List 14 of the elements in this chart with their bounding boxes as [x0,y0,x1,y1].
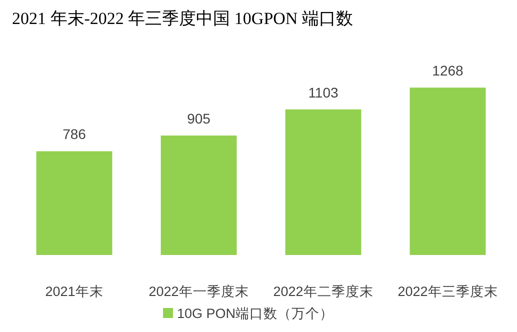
bar [160,136,237,255]
data-label: 1268 [432,62,464,79]
data-label: 905 [187,110,211,127]
chart-title: 2021 年末-2022 年三季度中国 10GPON 端口数 [12,9,353,28]
data-label: 786 [62,126,86,142]
x-tick-label: 2022年一季度末 [148,284,249,299]
x-tick-label: 2022年二季度末 [273,284,374,299]
bar [36,151,112,255]
bar [410,88,486,255]
x-tick-label: 2021年末 [45,284,104,299]
legend-label: 10G PON端口数（万个） [177,306,334,321]
bar [285,109,362,255]
x-tick-label: 2022年三季度末 [398,284,498,299]
data-label: 1103 [308,84,339,100]
